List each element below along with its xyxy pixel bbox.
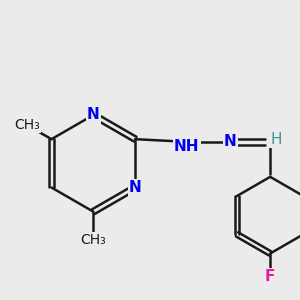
Text: CH₃: CH₃ — [14, 118, 40, 132]
Text: H: H — [270, 132, 282, 147]
Text: N: N — [224, 134, 237, 149]
Text: F: F — [265, 269, 275, 284]
Text: N: N — [129, 180, 142, 195]
Text: NH: NH — [174, 139, 200, 154]
Text: CH₃: CH₃ — [80, 233, 106, 247]
Text: N: N — [87, 107, 100, 122]
